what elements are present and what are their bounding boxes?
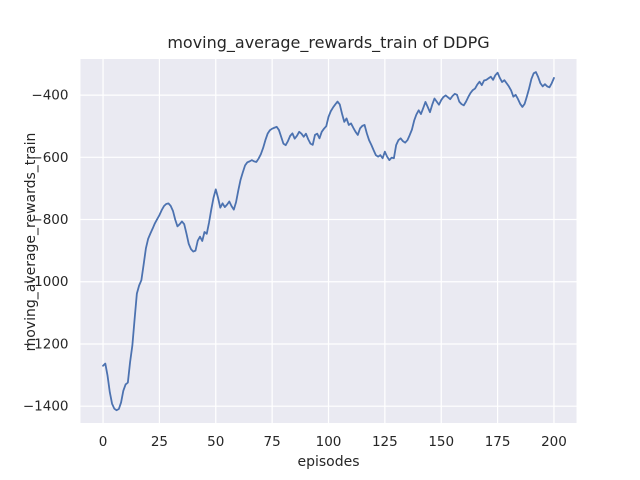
x-tick-label: 50 <box>207 434 224 450</box>
x-axis-label: episodes <box>297 454 360 470</box>
y-tick-labels: −400 −600 −800 −1000 −1200 −1400 <box>23 88 69 415</box>
y-tick-label: −1200 <box>23 336 69 352</box>
y-tick-label: −1000 <box>23 274 69 290</box>
y-tick-label: −600 <box>31 150 68 166</box>
x-tick-label: 0 <box>99 434 108 450</box>
x-tick-label: 25 <box>151 434 168 450</box>
x-tick-label: 100 <box>316 434 342 450</box>
x-tick-label: 125 <box>372 434 398 450</box>
x-tick-label: 200 <box>541 434 567 450</box>
grid-lines <box>80 59 577 423</box>
y-axis-label: moving_average_rewards_train <box>23 132 39 352</box>
y-tick-label: −400 <box>31 88 68 104</box>
data-line <box>102 71 555 412</box>
chart-title: moving_average_rewards_train of DDPG <box>167 33 490 52</box>
x-tick-label: 150 <box>428 434 454 450</box>
y-tick-label: −800 <box>31 212 68 228</box>
x-tick-labels: 0 25 50 75 100 125 150 175 200 <box>99 434 567 450</box>
series-line <box>102 71 555 412</box>
x-tick-label: 175 <box>485 434 511 450</box>
x-tick-label: 75 <box>264 434 281 450</box>
y-tick-label: −1400 <box>23 399 69 415</box>
